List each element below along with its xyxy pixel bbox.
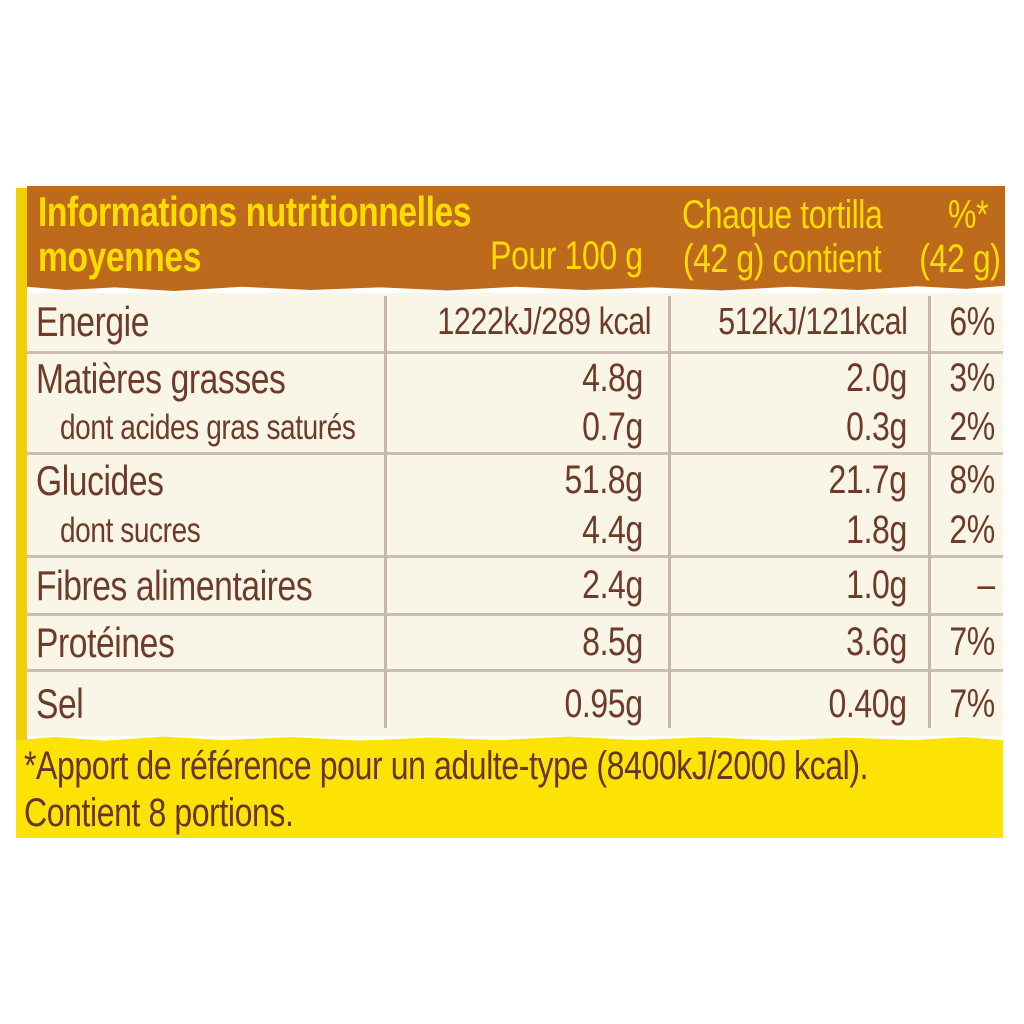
column-header-per-portion: Chaque tortilla (42 g) contient: [682, 193, 883, 281]
table-row-matieres-grasses: Matières grasses 4.8g 2.0g 3%: [27, 354, 1003, 403]
table-title: Informations nutritionnelles moyennes: [38, 189, 579, 279]
value-per-100g: 1222kJ/289 kcal: [437, 300, 652, 343]
table-title-line2: moyennes: [38, 233, 201, 280]
value-per-100g: 0.95g: [564, 681, 643, 726]
table-title-line1: Informations nutritionnelles: [38, 188, 472, 235]
value-percent-ri: 7%: [949, 620, 996, 664]
value-per-portion: 2.0g: [846, 356, 907, 400]
value-per-portion: 3.6g: [846, 620, 907, 664]
value-per-100g: 51.8g: [564, 458, 643, 502]
value-per-100g: 0.7g: [582, 405, 643, 449]
value-per-portion: 0.40g: [828, 681, 907, 726]
row-label: Protéines: [36, 618, 175, 666]
footnote-portions: Contient 8 portions.: [24, 791, 294, 835]
table-row-proteines: Protéines 8.5g 3.6g 7%: [27, 616, 1003, 672]
row-label: Glucides: [36, 456, 164, 504]
value-percent-ri: 2%: [949, 508, 996, 552]
row-label: Sel: [36, 680, 84, 727]
value-per-portion: 1.8g: [846, 508, 907, 552]
row-label: dont sucres: [60, 510, 201, 550]
table-row-sucres: dont sucres 4.4g 1.8g 2%: [27, 506, 1003, 558]
value-per-100g: 4.4g: [582, 508, 643, 552]
table-header: Informations nutritionnelles moyennes Po…: [27, 186, 1005, 291]
column-divider-2: [668, 296, 671, 728]
row-label: Fibres alimentaires: [36, 561, 313, 609]
value-per-portion: 21.7g: [828, 458, 907, 502]
left-accent-strip: [16, 188, 27, 838]
nutrition-table-body: Energie 1222kJ/289 kcal 512kJ/121kcal 6%…: [27, 293, 1003, 736]
table-row-acides-gras-satures: dont acides gras saturés 0.7g 0.3g 2%: [27, 403, 1003, 455]
value-per-100g: 4.8g: [582, 356, 643, 400]
value-per-portion: 1.0g: [846, 563, 907, 607]
value-percent-ri: –: [977, 563, 996, 607]
table-row-glucides: Glucides 51.8g 21.7g 8%: [27, 455, 1003, 506]
value-percent-ri: 7%: [949, 681, 996, 726]
column-divider-3: [928, 296, 931, 728]
value-per-portion: 512kJ/121kcal: [717, 300, 908, 343]
row-label: Energie: [36, 298, 150, 345]
value-percent-ri: 2%: [949, 405, 996, 449]
column-header-per-100g: Pour 100 g: [490, 234, 643, 278]
row-label: dont acides gras saturés: [60, 407, 356, 447]
row-label: Matières grasses: [36, 354, 286, 402]
table-row-fibres: Fibres alimentaires 2.4g 1.0g –: [27, 558, 1003, 616]
table-row-sel: Sel 0.95g 0.40g 7%: [27, 672, 1003, 736]
table-row-energie: Energie 1222kJ/289 kcal 512kJ/121kcal 6%: [27, 293, 1003, 354]
value-per-portion: 0.3g: [846, 405, 907, 449]
value-per-100g: 8.5g: [582, 620, 643, 664]
value-percent-ri: 8%: [949, 458, 996, 502]
column-header-percent-ri: %* (42 g): [918, 193, 1001, 281]
value-per-100g: 2.4g: [582, 563, 643, 607]
column-divider-1: [384, 296, 387, 728]
value-percent-ri: 3%: [949, 356, 996, 400]
footnote-band: *Apport de référence pour un adulte-type…: [16, 736, 1003, 838]
footnote-reference: *Apport de référence pour un adulte-type…: [24, 744, 869, 788]
value-percent-ri: 6%: [949, 299, 996, 344]
